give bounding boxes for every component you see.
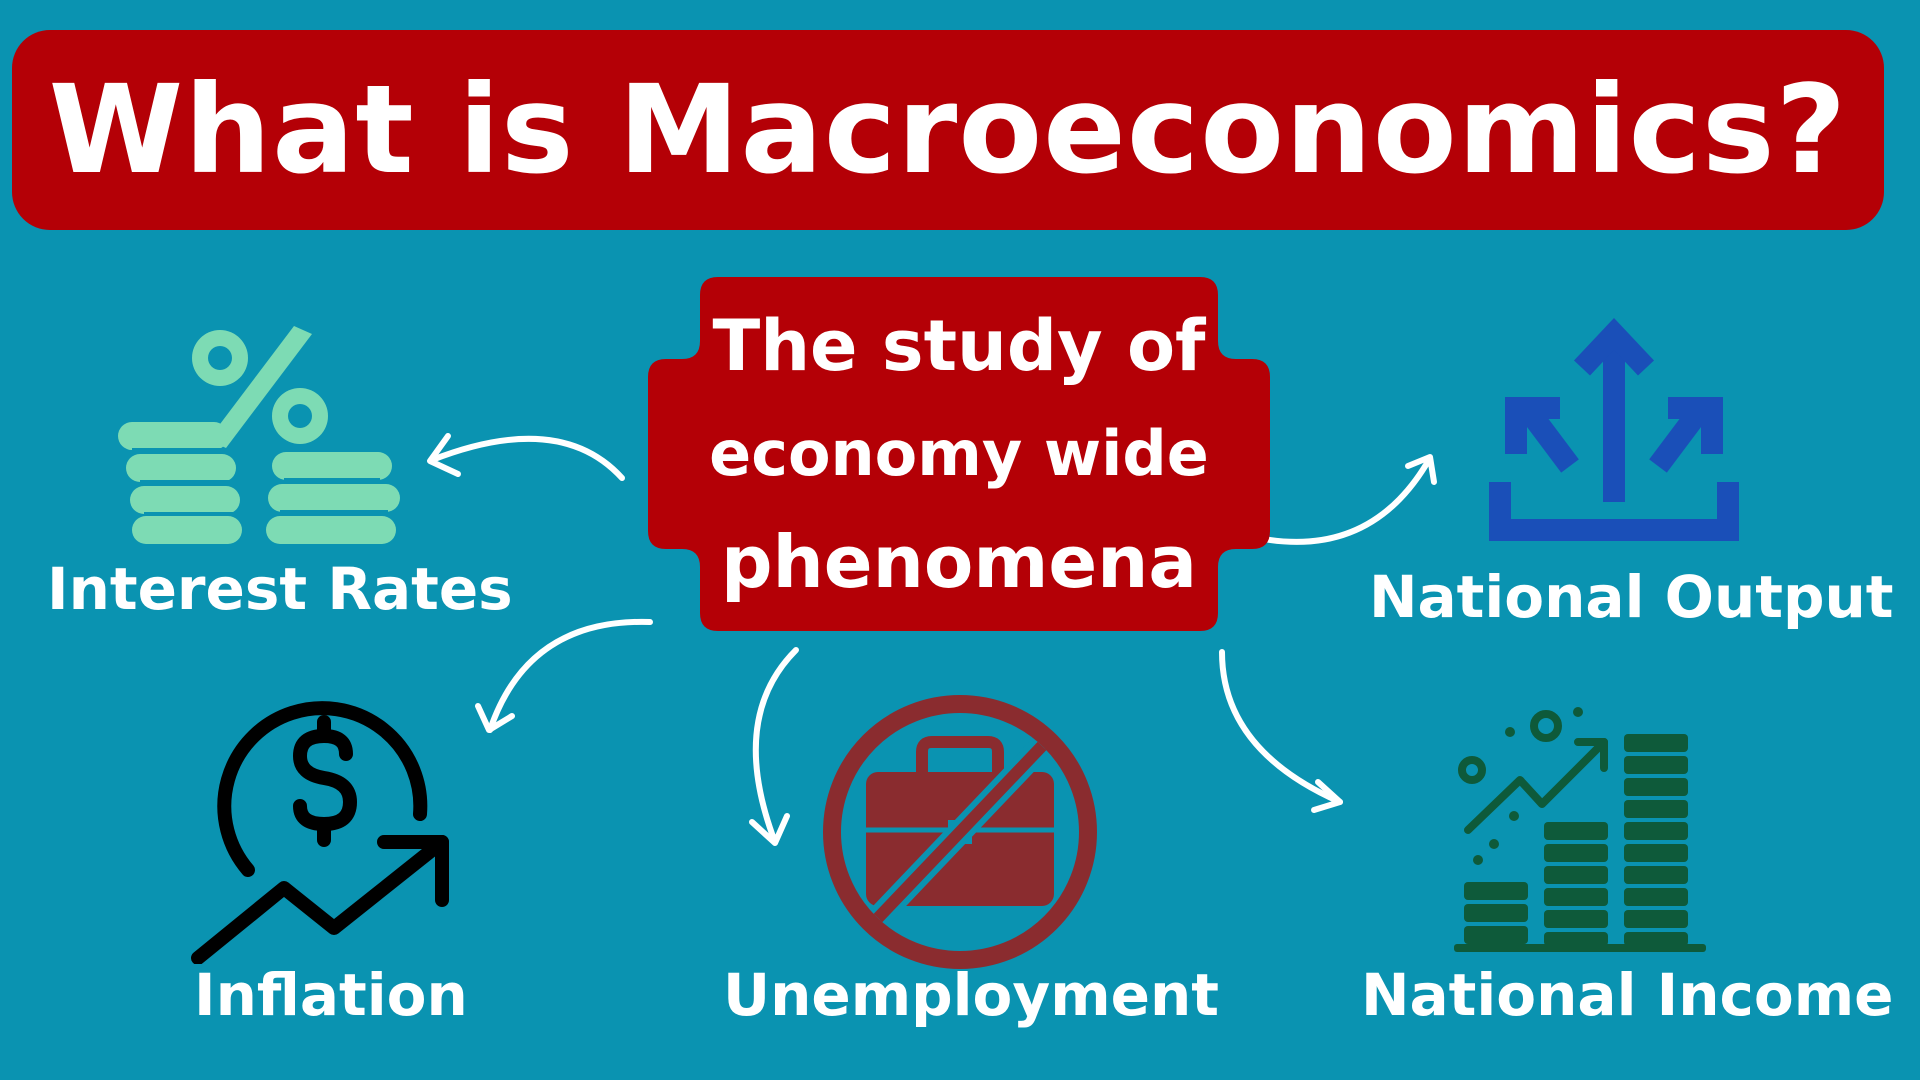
arrow-to-inflation (475, 618, 653, 733)
arrow-to-national-output (1255, 454, 1437, 545)
center-line-2: economy wide (709, 417, 1209, 490)
topic-label-national-output: National Output (1369, 563, 1894, 631)
topic-label-inflation: Inflation (194, 961, 468, 1029)
center-line-3: phenomena (720, 520, 1198, 604)
topic-label-unemployment: Unemployment (723, 961, 1220, 1029)
topic-label-national-income: National Income (1361, 961, 1894, 1029)
percent-coins-icon (118, 326, 400, 544)
title-banner: What is Macroeconomics? (12, 30, 1884, 230)
arrow-to-national-income (1219, 649, 1343, 813)
center-box-shape (648, 277, 1270, 631)
center-definition-text: The study of economy wide phenomena (648, 277, 1270, 631)
page-title: What is Macroeconomics? (48, 59, 1848, 201)
coin-growth-icon (1454, 707, 1706, 952)
center-definition-box: The study of economy wide phenomena (648, 277, 1270, 631)
topic-label-interest-rates: Interest Rates (47, 555, 513, 623)
arrow-to-interest-rates (427, 433, 625, 481)
arrow-to-unemployment (749, 647, 799, 846)
dollar-trend-icon (191, 701, 449, 964)
center-line-1: The study of (712, 305, 1206, 387)
no-briefcase-icon (823, 695, 1097, 969)
output-arrows-icon (1489, 317, 1739, 541)
